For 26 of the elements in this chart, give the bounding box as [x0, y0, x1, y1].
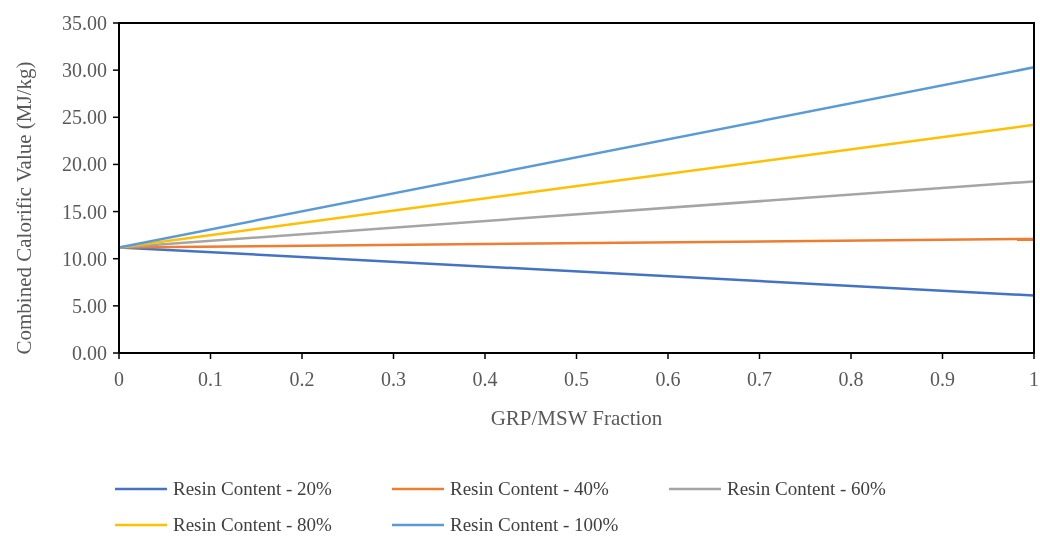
y-tick-label: 10.00	[62, 247, 107, 270]
x-tick-label: 0.1	[198, 368, 223, 390]
y-axis-title: Combined Calorific Value (MJ/kg)	[12, 61, 36, 355]
legend-label: Resin Content - 20%	[173, 478, 333, 499]
x-tick-label: 0.5	[564, 368, 589, 390]
x-tick-label: 0.6	[655, 368, 681, 390]
legend-label: Resin Content - 100%	[450, 514, 619, 535]
x-tick-label: 1	[1029, 368, 1039, 390]
x-tick-label: 0.7	[747, 368, 772, 390]
legend-label: Resin Content - 40%	[450, 478, 610, 499]
x-tick-label: 0.4	[472, 368, 498, 390]
x-tick-label: 0.2	[289, 368, 315, 390]
y-tick-label: 30.00	[62, 59, 107, 82]
y-tick-label: 0.00	[72, 342, 107, 364]
y-tick-label: 5.00	[72, 294, 107, 317]
legend-label: Resin Content - 60%	[727, 478, 887, 499]
y-tick-label: 15.00	[62, 200, 107, 223]
x-tick-label: 0.9	[930, 368, 955, 390]
x-tick-label: 0.3	[381, 368, 406, 390]
y-tick-label: 25.00	[62, 106, 107, 129]
x-tick-label: 0	[114, 368, 124, 390]
y-tick-label: 35.00	[62, 12, 107, 34]
y-tick-label: 20.00	[62, 153, 107, 176]
x-axis-title: GRP/MSW Fraction	[490, 406, 663, 430]
legend-label: Resin Content - 80%	[173, 514, 333, 535]
x-tick-label: 0.8	[838, 368, 864, 390]
